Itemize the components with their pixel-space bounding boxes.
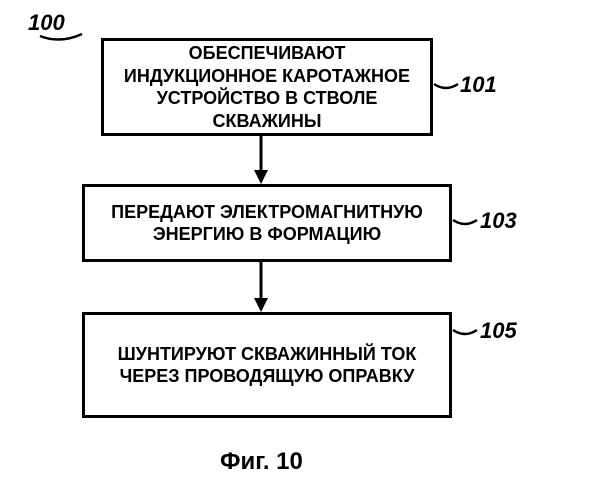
step-101-text: ОБЕСПЕЧИВАЮТ ИНДУКЦИОННОЕ КАРОТАЖНОЕ УСТ…	[116, 42, 418, 132]
arrow-1	[251, 136, 271, 184]
step-103-text: ПЕРЕДАЮТ ЭЛЕКТРОМАГНИТНУЮ ЭНЕРГИЮ В ФОРМ…	[97, 201, 437, 246]
step-101-box: ОБЕСПЕЧИВАЮТ ИНДУКЦИОННОЕ КАРОТАЖНОЕ УСТ…	[101, 38, 433, 136]
step-101-leader	[432, 82, 460, 94]
step-105-label: 105	[480, 318, 517, 344]
arrow-2	[251, 262, 271, 312]
step-101-label: 101	[460, 72, 497, 98]
step-105-text: ШУНТИРУЮТ СКВАЖИННЫЙ ТОК ЧЕРЕЗ ПРОВОДЯЩУ…	[97, 343, 437, 388]
step-103-box: ПЕРЕДАЮТ ЭЛЕКТРОМАГНИТНУЮ ЭНЕРГИЮ В ФОРМ…	[82, 184, 452, 262]
step-103-leader	[451, 218, 479, 230]
figure-caption: Фиг. 10	[220, 448, 303, 476]
step-103-label: 103	[480, 208, 517, 234]
step-105-leader	[451, 328, 479, 340]
step-105-box: ШУНТИРУЮТ СКВАЖИННЫЙ ТОК ЧЕРЕЗ ПРОВОДЯЩУ…	[82, 312, 452, 418]
figure-container: 100 ОБЕСПЕЧИВАЮТ ИНДУКЦИОННОЕ КАРОТАЖНОЕ…	[0, 0, 599, 500]
